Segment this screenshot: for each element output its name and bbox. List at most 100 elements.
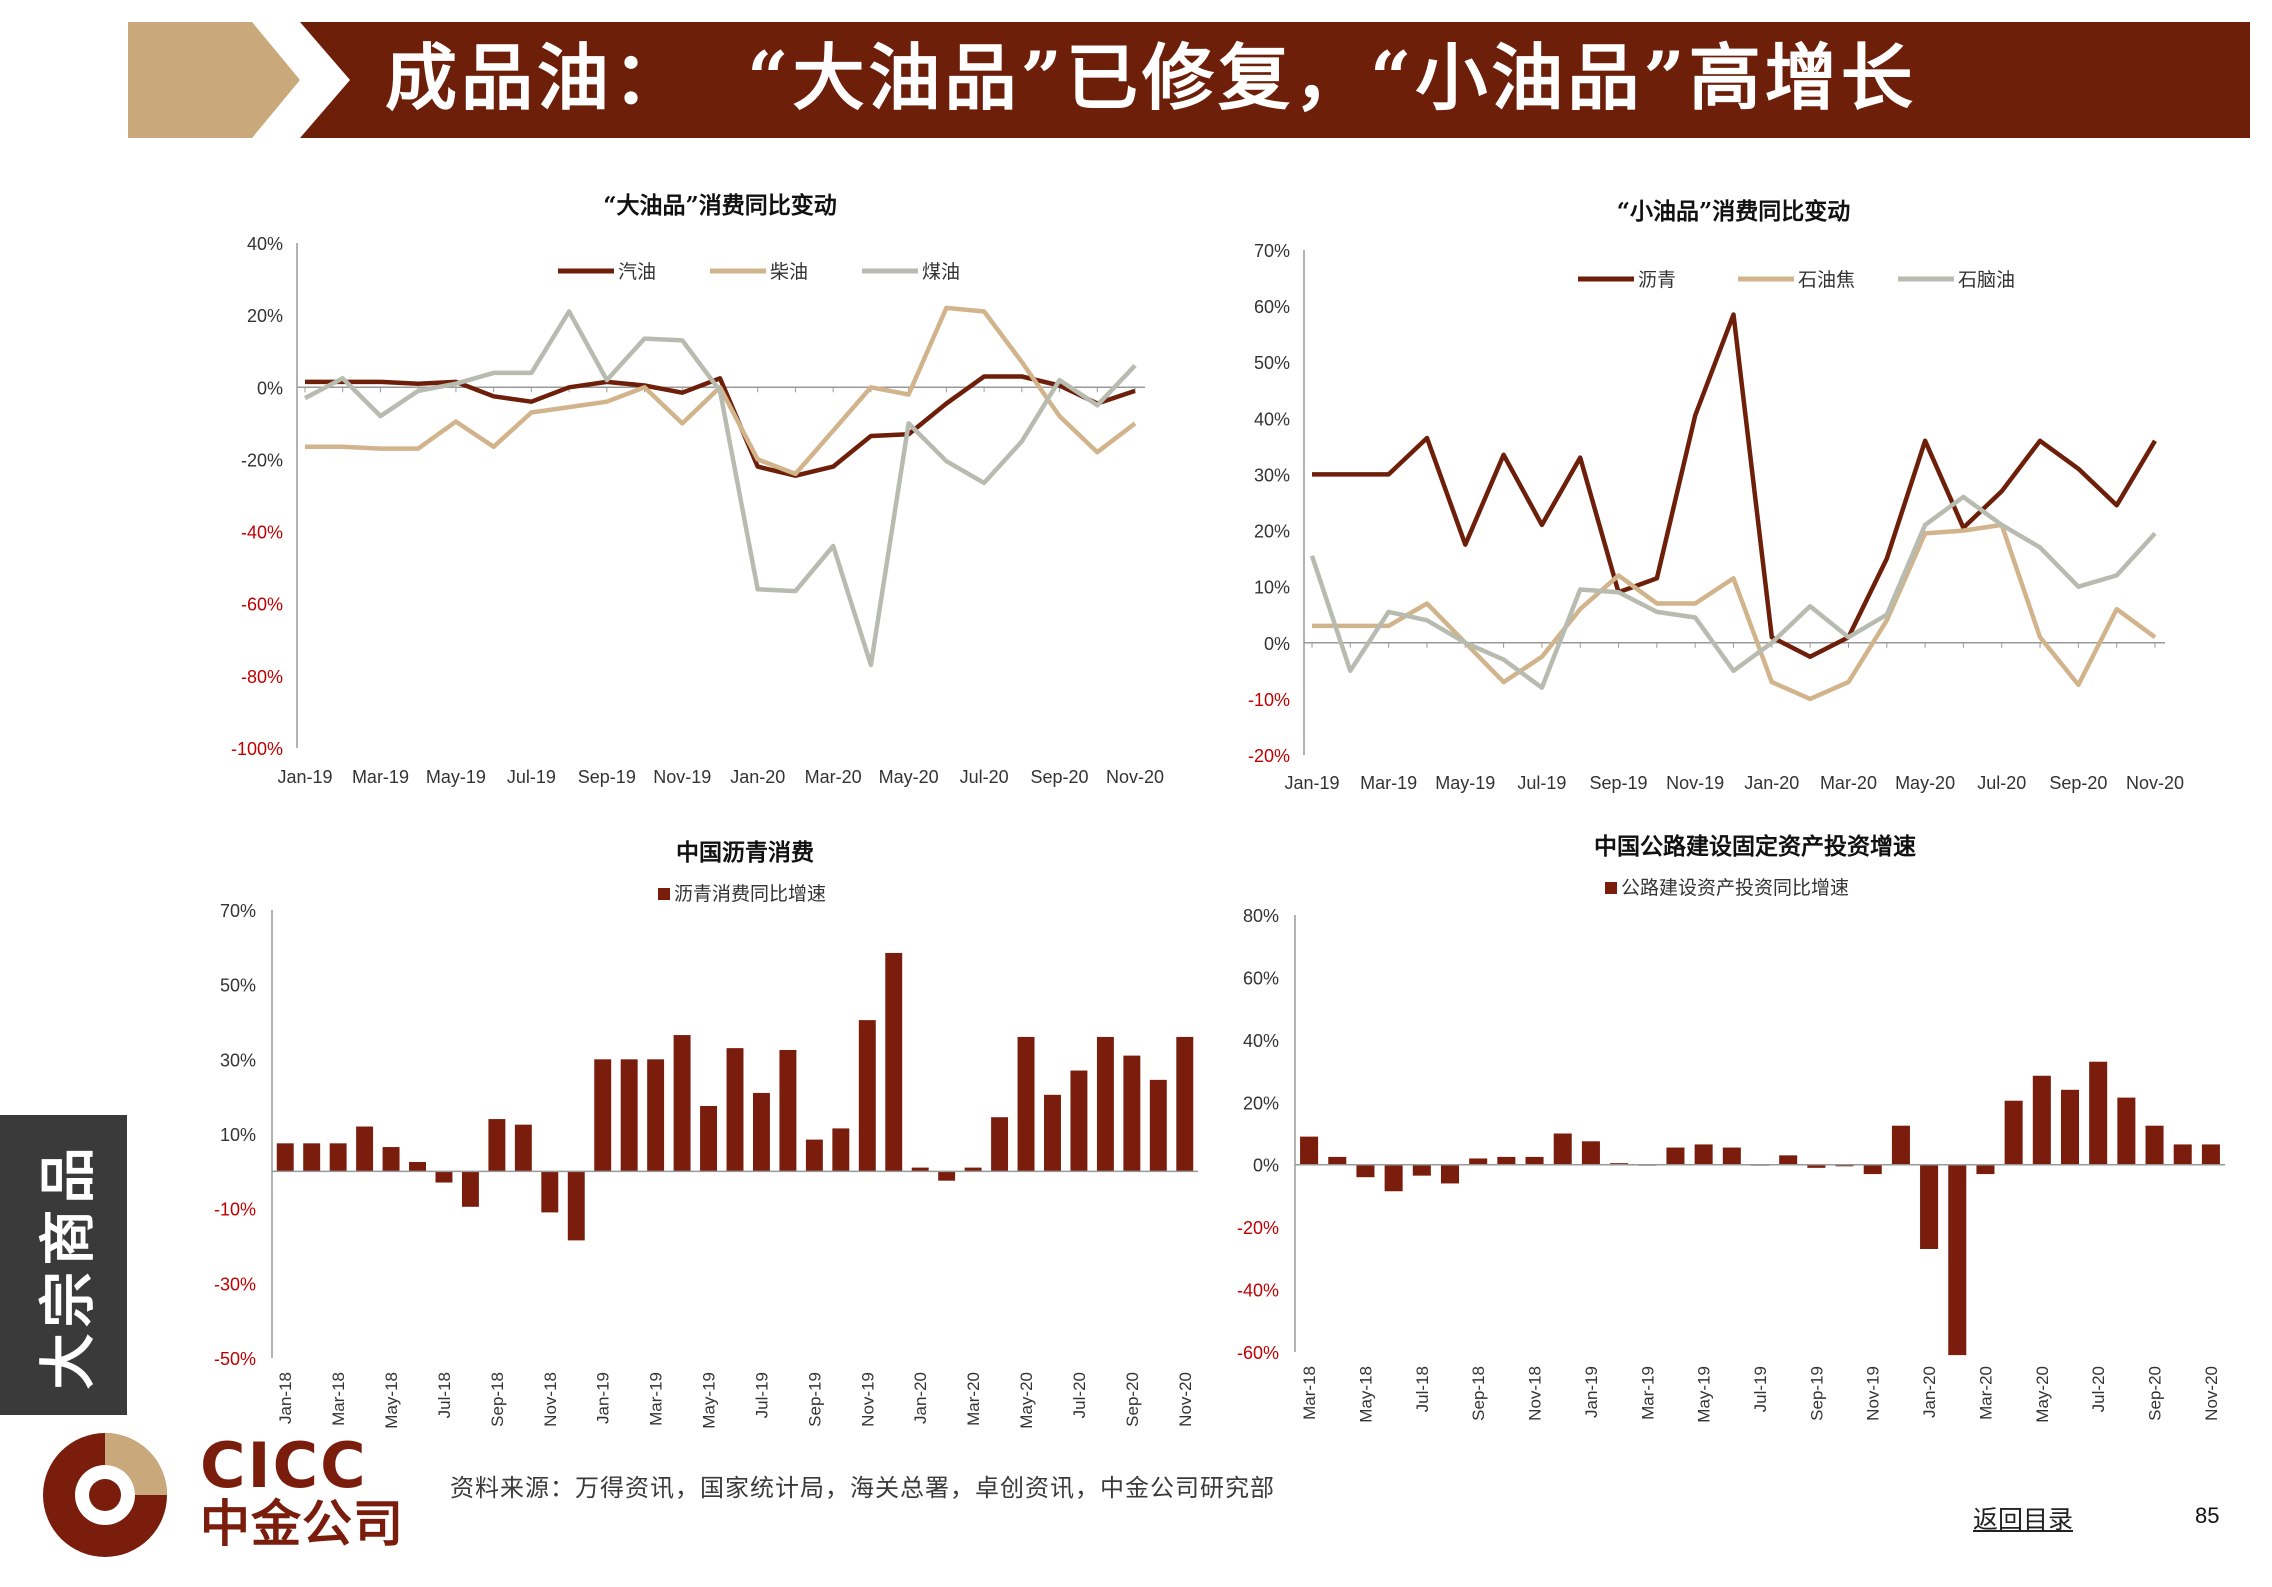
bar [1525,1156,1544,1165]
y-tick-label: 50% [1254,353,1290,373]
x-tick-label: May-20 [2033,1366,2052,1423]
x-tick-label: Jul-20 [2089,1366,2108,1412]
x-tick-label: Jul-20 [1977,773,2026,793]
bar [700,1106,718,1172]
series-line-1 [305,374,1136,478]
y-tick-label: -80% [241,667,283,687]
series-line-2 [1312,522,2157,702]
y-tick-label: 20% [1254,522,1290,542]
x-tick-label: Mar-20 [1976,1366,1995,1420]
x-tick-label: Sep-20 [1031,767,1089,787]
y-tick-label: -50% [214,1349,256,1369]
legend-label: 公路建设资产投资同比增速 [1621,877,1849,899]
legend-label: 沥青消费同比增速 [674,883,826,905]
y-tick-label: 60% [1243,968,1279,988]
bar [1384,1164,1403,1192]
bar [991,1117,1009,1172]
bar [911,1167,929,1172]
bar [1440,1164,1460,1184]
chart-title: “大油品”消费同比变动 [603,192,836,219]
series-line-3 [303,309,1137,668]
side-tab [0,1115,127,1415]
bar [567,1171,585,1241]
bar [1149,1079,1167,1172]
x-tick-label: Sep-19 [578,767,636,787]
legend-swatch [658,888,670,900]
y-tick-label: 0% [1264,634,1290,654]
x-tick-label: Jan-20 [1744,773,1799,793]
bar [1356,1164,1375,1178]
bar [1300,1136,1319,1165]
x-tick-label: Nov-19 [858,1372,877,1427]
bar [1976,1164,1995,1175]
x-tick-label: Nov-20 [2202,1366,2221,1421]
bar [514,1124,532,1172]
y-tick-label: 70% [220,901,256,921]
bar [435,1171,453,1183]
x-tick-label: Jan-18 [276,1372,295,1424]
title-band [300,22,2250,138]
chart-title: 中国公路建设固定资产投资增速 [1594,833,1916,860]
y-tick-label: 0% [257,378,283,398]
x-tick-label: Sep-20 [2146,1366,2165,1421]
bar [1666,1147,1685,1165]
bar [594,1059,612,1172]
source-note: 资料来源：万得资讯，国家统计局，海关总署，卓创资讯，中金公司研究部 [450,1474,1275,1502]
x-tick-label: Jul-19 [507,767,556,787]
side-tab-label-box: 大宗商品 [0,1115,127,1415]
legend-label: 煤油 [922,261,960,283]
y-tick-label: 20% [1243,1093,1279,1113]
bar [2089,1061,2108,1165]
x-tick-label: May-20 [1895,773,1955,793]
x-tick-label: May-19 [426,767,486,787]
y-tick-label: 20% [247,306,283,326]
bar [276,1143,294,1172]
bar [885,952,903,1172]
x-tick-label: Mar-19 [1360,773,1417,793]
x-tick-label: May-19 [700,1372,719,1429]
bar [726,1048,744,1172]
bar [1920,1164,1939,1249]
chart-title: 中国沥青消费 [676,839,814,866]
chart-big-oil-products: “大油品”消费同比变动 40% 20% 0% -20% -40% -60% -80% -100%… [231,192,1164,787]
bar [2145,1125,2164,1165]
legend-label: 沥青 [1638,269,1676,291]
page-title: 成品油： “大油品”已修复，“小油品”高增长 [385,35,1917,120]
bar [1123,1055,1141,1172]
bar [858,1020,876,1172]
bar [1835,1164,1854,1167]
y-tick-label: -60% [241,595,283,615]
bar [2004,1100,2023,1165]
y-tick-label: 40% [1243,1031,1279,1051]
logo-text-en: CICC [200,1429,368,1502]
bar [1779,1155,1798,1165]
x-tick-label: May-18 [1356,1366,1375,1423]
y-tick-label: -30% [214,1274,256,1294]
back-to-contents-link[interactable]: 返回目录 [1973,1505,2074,1534]
bar [1096,1036,1114,1172]
bar [409,1162,426,1172]
x-tick-label: Nov-19 [1666,773,1724,793]
x-tick-label: Sep-19 [1807,1366,1826,1421]
bar [1948,1164,1967,1356]
x-tick-label: Jul-19 [752,1372,771,1418]
x-tick-label: Jan-19 [594,1372,613,1424]
bar [1863,1164,1882,1175]
x-tick-label: Mar-19 [352,767,409,787]
bar [779,1050,797,1172]
y-tick-label: 0% [1253,1156,1279,1176]
x-tick-label: Jan-19 [1582,1366,1601,1418]
x-tick-label: Jul-19 [1751,1366,1770,1412]
side-tab-label: 大宗商品 [35,1141,101,1389]
x-tick-label: Jan-20 [1920,1366,1939,1418]
y-tick-label: -20% [1248,746,1290,766]
x-tick-label: Mar-18 [329,1372,348,1426]
y-tick-label: 10% [220,1125,256,1145]
bar [461,1171,479,1207]
x-tick-label: Nov-18 [1526,1366,1545,1421]
bar [964,1167,982,1172]
logo-text-cn: 中金公司 [200,1495,404,1553]
bar [2060,1089,2080,1165]
